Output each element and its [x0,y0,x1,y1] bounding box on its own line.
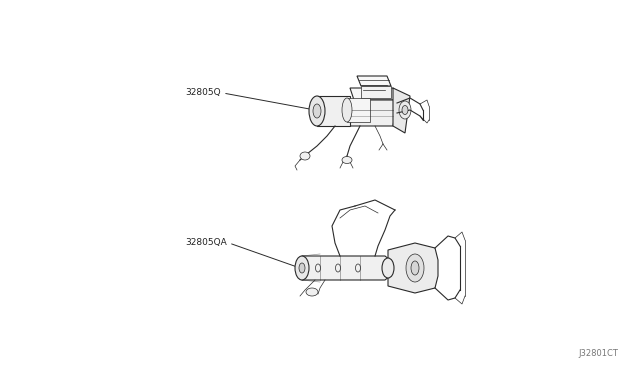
Polygon shape [388,243,438,293]
Ellipse shape [295,256,309,280]
Ellipse shape [382,258,394,278]
Polygon shape [361,86,391,98]
Ellipse shape [402,106,408,115]
Ellipse shape [309,96,325,126]
Ellipse shape [299,263,305,273]
Polygon shape [393,88,410,133]
Ellipse shape [406,254,424,282]
Text: 32805Q: 32805Q [185,89,221,97]
Polygon shape [302,256,390,280]
Polygon shape [357,76,391,86]
Text: J32801CT: J32801CT [578,349,618,358]
Polygon shape [350,88,397,100]
Polygon shape [347,98,370,122]
Ellipse shape [342,98,352,122]
Ellipse shape [342,157,352,164]
Ellipse shape [300,152,310,160]
Polygon shape [317,96,350,126]
Text: 32805QA: 32805QA [185,238,227,247]
Ellipse shape [313,104,321,118]
Ellipse shape [399,101,411,119]
Ellipse shape [411,261,419,275]
Polygon shape [350,100,397,126]
Ellipse shape [306,288,318,296]
